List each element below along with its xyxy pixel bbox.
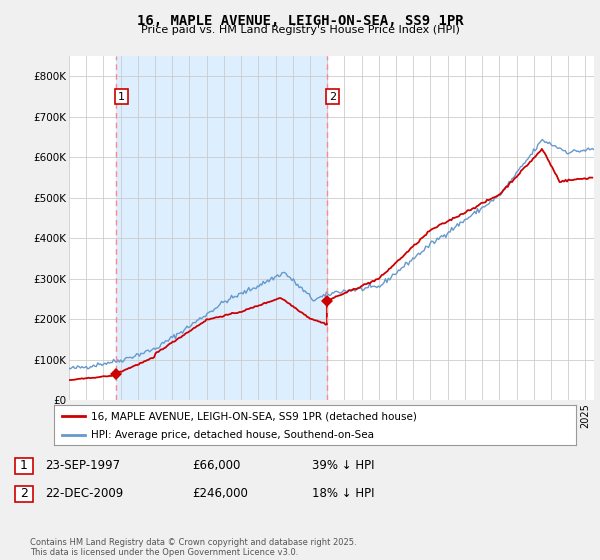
Text: 22-DEC-2009: 22-DEC-2009	[45, 487, 123, 501]
Text: 2: 2	[329, 91, 336, 101]
Text: 2: 2	[20, 487, 28, 501]
Text: 16, MAPLE AVENUE, LEIGH-ON-SEA, SS9 1PR (detached house): 16, MAPLE AVENUE, LEIGH-ON-SEA, SS9 1PR …	[91, 411, 416, 421]
Text: 39% ↓ HPI: 39% ↓ HPI	[312, 459, 374, 473]
Text: £246,000: £246,000	[192, 487, 248, 501]
Text: Contains HM Land Registry data © Crown copyright and database right 2025.
This d: Contains HM Land Registry data © Crown c…	[30, 538, 356, 557]
Text: £66,000: £66,000	[192, 459, 241, 473]
Text: HPI: Average price, detached house, Southend-on-Sea: HPI: Average price, detached house, Sout…	[91, 430, 374, 440]
Bar	[116, 56, 327, 400]
Text: 23-SEP-1997: 23-SEP-1997	[45, 459, 120, 473]
Text: 1: 1	[118, 91, 125, 101]
Text: 18% ↓ HPI: 18% ↓ HPI	[312, 487, 374, 501]
Text: Price paid vs. HM Land Registry's House Price Index (HPI): Price paid vs. HM Land Registry's House …	[140, 25, 460, 35]
Text: 16, MAPLE AVENUE, LEIGH-ON-SEA, SS9 1PR: 16, MAPLE AVENUE, LEIGH-ON-SEA, SS9 1PR	[137, 14, 463, 28]
Text: 1: 1	[20, 459, 28, 473]
